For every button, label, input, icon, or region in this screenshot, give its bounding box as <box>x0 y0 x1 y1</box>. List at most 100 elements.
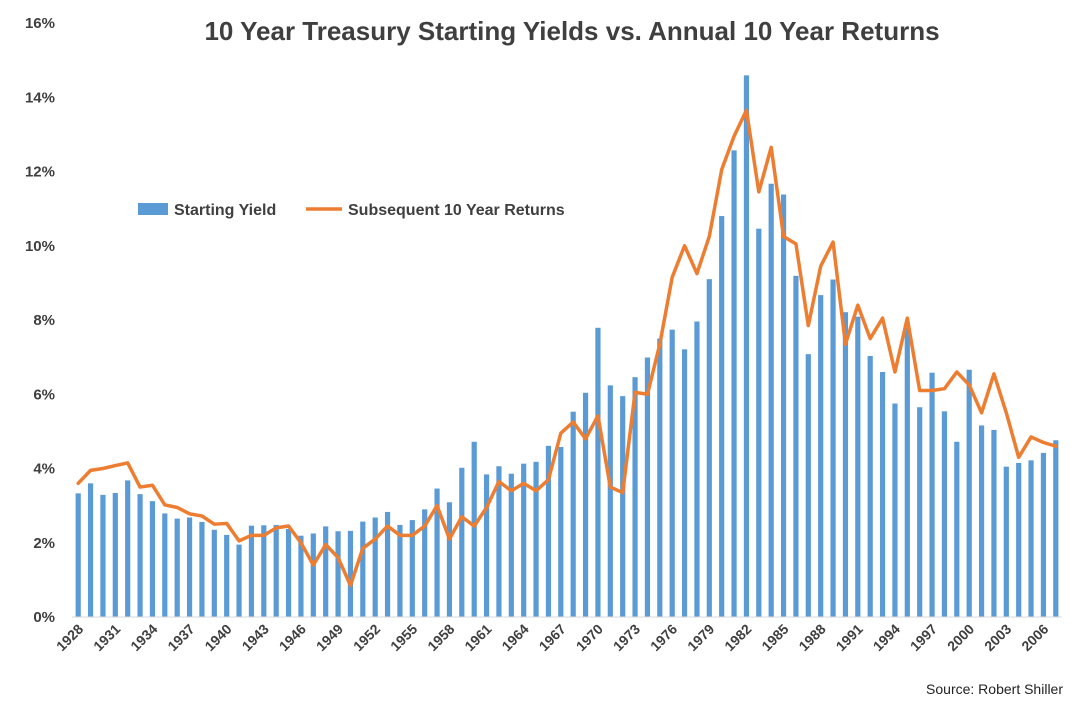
bar <box>521 463 527 617</box>
x-tick-label: 1988 <box>795 621 828 654</box>
bar <box>558 446 564 617</box>
legend-label-subsequent-returns: Subsequent 10 Year Returns <box>348 202 565 219</box>
x-tick-label: 2006 <box>1018 621 1051 654</box>
bar <box>211 529 217 617</box>
bar <box>273 524 279 617</box>
bar <box>384 511 391 617</box>
bar <box>632 377 638 617</box>
bar <box>570 411 576 617</box>
x-tick-label: 1964 <box>498 621 531 654</box>
x-tick-label: 1955 <box>387 621 420 654</box>
bar <box>805 354 811 617</box>
bar <box>75 493 81 617</box>
bar <box>731 150 737 617</box>
bar <box>236 544 242 617</box>
bar <box>162 513 168 617</box>
bar <box>100 494 106 617</box>
bar <box>644 357 651 617</box>
legend-swatch-starting-yield <box>138 203 168 215</box>
bar <box>360 521 366 617</box>
bar <box>483 474 490 617</box>
bar <box>125 480 131 617</box>
bar <box>186 517 193 617</box>
x-tick-label: 1943 <box>239 621 272 654</box>
bar <box>620 396 626 617</box>
bar <box>582 392 589 617</box>
bar <box>496 466 502 617</box>
bar <box>830 279 836 617</box>
x-tick-label: 1997 <box>907 621 940 654</box>
x-tick-label: 1982 <box>721 621 754 654</box>
bar <box>1016 462 1022 617</box>
x-tick-label: 1967 <box>536 621 569 654</box>
bar <box>298 535 304 617</box>
bar <box>743 75 750 618</box>
x-tick-label: 2003 <box>981 621 1014 654</box>
bar <box>1003 466 1009 617</box>
bar <box>261 525 267 617</box>
bar <box>595 327 601 617</box>
x-tick-label: 1994 <box>870 621 903 654</box>
bar <box>545 445 552 617</box>
line-series-subsequent-returns <box>76 108 1058 588</box>
bar <box>174 518 180 617</box>
x-tick-label: 1934 <box>127 621 160 654</box>
x-tick-label: 1970 <box>573 621 606 654</box>
x-tick-label: 1952 <box>350 621 383 654</box>
y-tick-label: 6% <box>33 386 55 403</box>
bar <box>335 531 341 617</box>
bar <box>756 228 762 618</box>
bar <box>892 403 898 617</box>
bar <box>842 312 849 617</box>
x-tick-label: 1973 <box>610 621 643 654</box>
y-tick-label: 14% <box>25 89 55 106</box>
bar <box>818 295 824 617</box>
bar <box>966 369 972 617</box>
x-tick-label: 1961 <box>461 621 494 654</box>
x-tick-label: 1979 <box>684 621 717 654</box>
bar <box>694 321 700 617</box>
bar <box>310 533 316 617</box>
y-tick-label: 10% <box>25 238 55 255</box>
bar <box>149 501 156 617</box>
y-axis: 0% 2% 4% 6% 8% 10% 12% 14% 16% <box>25 15 55 626</box>
bar <box>347 530 354 617</box>
x-tick-label: 1985 <box>758 621 791 654</box>
chart-title: 10 Year Treasury Starting Yields vs. Ann… <box>204 16 939 46</box>
y-tick-label: 4% <box>33 461 55 478</box>
bar-series-starting-yield <box>75 75 1059 618</box>
bar <box>422 509 428 617</box>
bar <box>224 534 230 617</box>
bar <box>879 371 886 617</box>
x-tick-label: 1949 <box>313 621 346 654</box>
bar <box>719 216 725 618</box>
x-tick-label: 1940 <box>201 621 234 654</box>
bar <box>397 524 403 617</box>
bar <box>793 275 799 617</box>
bar <box>941 411 948 617</box>
bar <box>248 525 255 617</box>
x-tick-label: 1928 <box>53 621 86 654</box>
bar <box>917 407 923 617</box>
bar <box>978 425 985 617</box>
bar <box>137 494 143 617</box>
bar <box>199 521 205 617</box>
x-tick-label: 1991 <box>833 621 866 654</box>
x-axis: 1928 1931 1934 1937 1940 1943 1946 1949 1952 1955… <box>53 621 1052 654</box>
bar <box>780 194 787 617</box>
bar <box>446 502 453 617</box>
bar <box>1053 440 1059 617</box>
bar <box>112 493 118 617</box>
y-tick-label: 12% <box>25 164 55 181</box>
bar <box>1040 452 1047 617</box>
bar <box>657 338 663 617</box>
x-tick-label: 1931 <box>90 621 123 654</box>
bar <box>929 372 935 617</box>
legend: Starting Yield Subsequent 10 Year Return… <box>138 202 565 219</box>
bar <box>533 461 539 617</box>
bar <box>867 356 873 617</box>
bar <box>471 441 477 617</box>
x-tick-label: 1937 <box>164 621 197 654</box>
x-tick-label: 2000 <box>944 621 977 654</box>
